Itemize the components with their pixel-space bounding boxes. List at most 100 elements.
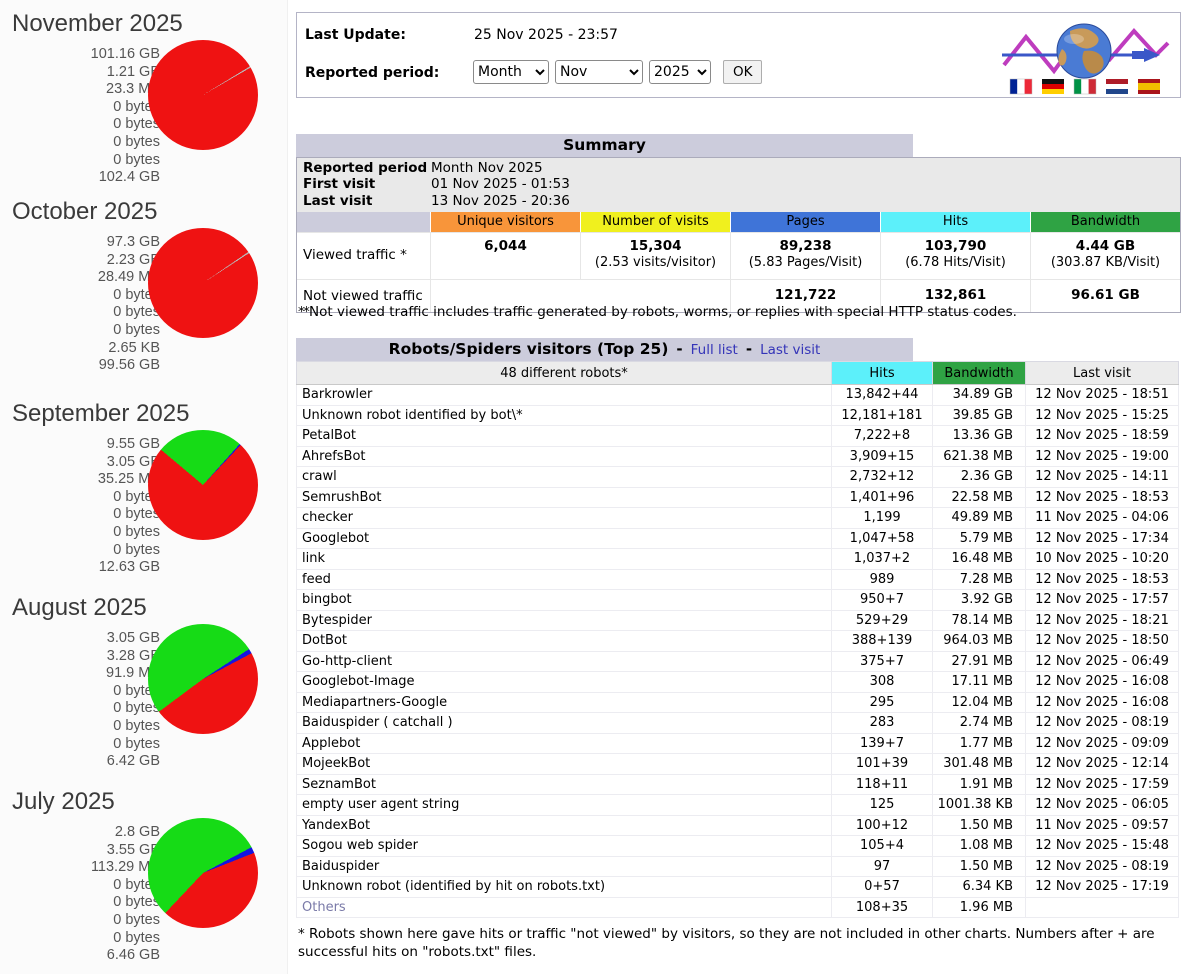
metric-ratio: (303.87 KB/Visit): [1050, 254, 1161, 270]
period-year-select[interactable]: 2025: [649, 60, 711, 84]
summary-header-row: Unique visitors Number of visits Pages Hits…: [297, 211, 1180, 232]
robot-last-visit: 12 Nov 2025 - 08:19: [1025, 712, 1179, 734]
robots-title-bar: Robots/Spiders visitors (Top 25) - Full li…: [296, 338, 913, 361]
robot-bandwidth: 1.50 MB: [932, 855, 1026, 877]
robot-bandwidth: 964.03 MB: [932, 630, 1026, 652]
bandwidth-value: 6.42 GB: [106, 753, 160, 770]
summary-column-header: Hits: [880, 211, 1030, 232]
month-pie-chart: [148, 228, 258, 338]
robot-last-visit: 12 Nov 2025 - 06:49: [1025, 650, 1179, 672]
month-title: August 2025: [12, 594, 147, 621]
table-row: feed 989 7.28 MB 12 Nov 2025 - 18:53: [296, 568, 1179, 590]
robot-name: Applebot: [296, 732, 832, 754]
month-section: August 2025 3.05 GB 3.28 GB 91.9 MB 0 bytes 0…: [0, 586, 282, 776]
table-row: Bytespider 529+29 78.14 MB 12 Nov 2025 - 18…: [296, 609, 1179, 631]
robot-bandwidth: 16.48 MB: [932, 548, 1026, 570]
summary-table: Reported period Month Nov 2025 First visit…: [296, 157, 1181, 320]
robot-name: Baiduspider ( catchall ): [296, 712, 832, 734]
summary-notviewed-cell: 132,861: [880, 279, 1030, 312]
robot-last-visit: 12 Nov 2025 - 18:50: [1025, 630, 1179, 652]
robot-hits: 118+11: [831, 773, 933, 795]
flag-germany-icon: [1042, 79, 1064, 94]
robot-hits: 100+12: [831, 814, 933, 836]
ok-button[interactable]: OK: [723, 60, 763, 84]
month-section: November 2025 101.16 GB 1.21 GB 23.3 MB 0 by…: [0, 2, 282, 192]
robot-name: Googlebot: [296, 527, 832, 549]
period-granularity-select[interactable]: Month: [473, 60, 549, 84]
bandwidth-column-header: Bandwidth: [932, 361, 1026, 385]
summary-info-line: Reported period Month Nov 2025: [297, 160, 1180, 176]
bandwidth-value: 97.3 GB: [106, 234, 160, 250]
bandwidth-value: 0 bytes: [113, 894, 160, 911]
full-list-link[interactable]: Full list: [690, 342, 738, 358]
robot-bandwidth: 621.38 MB: [932, 445, 1026, 467]
bandwidth-value: 35.25 MB: [97, 471, 160, 488]
month-section: July 2025 2.8 GB 3.55 GB 113.29 MB 0 bytes 0 …: [0, 780, 282, 970]
robot-bandwidth: 78.14 MB: [932, 609, 1026, 631]
summary-header-spacer: [297, 211, 430, 232]
last-visit-column-header: Last visit: [1025, 361, 1179, 385]
period-month-select[interactable]: Nov: [555, 60, 643, 84]
bandwidth-value: 102.4 GB: [98, 169, 160, 186]
robot-last-visit: 12 Nov 2025 - 18:53: [1025, 486, 1179, 508]
bandwidth-value: 28.49 MB: [97, 269, 160, 286]
robot-name: SeznamBot: [296, 773, 832, 795]
robots-table: 48 different robots* Hits Bandwidth Last…: [296, 361, 1179, 918]
robot-bandwidth: 13.36 GB: [932, 425, 1026, 447]
robot-hits: 0+57: [831, 876, 933, 898]
notviewed-traffic-label: Not viewed traffic *: [303, 287, 423, 320]
robot-hits: 101+39: [831, 753, 933, 775]
bandwidth-value: 0 bytes: [113, 133, 160, 150]
robot-hits: 97: [831, 855, 933, 877]
flag-spain-icon: [1138, 79, 1160, 94]
header-box: Last Update: 25 Nov 2025 - 23:57 Reporte…: [296, 12, 1181, 98]
bandwidth-value: 0 bytes: [113, 506, 160, 523]
robot-last-visit: 12 Nov 2025 - 18:51: [1025, 384, 1179, 406]
month-values: 101.16 GB 1.21 GB 23.3 MB 0 bytes 0 bytes 0 b…: [0, 46, 160, 187]
table-row: empty user agent string 125 1001.38 KB 12 N…: [296, 794, 1179, 816]
robot-name: link: [296, 548, 832, 570]
robot-name: DotBot: [296, 630, 832, 652]
bandwidth-value: 0 bytes: [113, 541, 160, 558]
metric-value: 15,304: [629, 237, 682, 254]
robot-last-visit: 12 Nov 2025 - 16:08: [1025, 691, 1179, 713]
robot-last-visit: 11 Nov 2025 - 09:57: [1025, 814, 1179, 836]
summary-viewed-row: Viewed traffic * 6,044 15,304 (2.53 visits…: [297, 231, 1180, 279]
robot-bandwidth: 49.89 MB: [932, 507, 1026, 529]
bandwidth-value: 0 bytes: [113, 98, 160, 115]
last-visit-link[interactable]: Last visit: [760, 342, 821, 358]
bandwidth-value: 0 bytes: [113, 735, 160, 752]
robot-name: Others: [296, 896, 832, 918]
table-row: Applebot 139+7 1.77 MB 12 Nov 2025 - 09:09: [296, 732, 1179, 754]
metric-value: 103,790: [924, 237, 987, 254]
robot-bandwidth: 1.77 MB: [932, 732, 1026, 754]
robot-last-visit: 12 Nov 2025 - 16:08: [1025, 671, 1179, 693]
period-controls: Month Nov 2025 OK: [473, 60, 763, 84]
robot-name: Unknown robot (identified by hit on robo…: [296, 876, 832, 898]
robot-name: empty user agent string: [296, 794, 832, 816]
month-values: 3.05 GB 3.28 GB 91.9 MB 0 bytes 0 bytes 0 byt…: [0, 630, 160, 771]
robot-name: AhrefsBot: [296, 445, 832, 467]
robot-hits: 1,401+96: [831, 486, 933, 508]
summary-info-value: Month Nov 2025: [431, 160, 543, 176]
summary-notviewed-cell: 121,722: [730, 279, 880, 312]
table-row: Baiduspider ( catchall ) 283 2.74 MB 12 Nov…: [296, 712, 1179, 734]
bandwidth-value: 3.55 GB: [106, 841, 160, 858]
robot-last-visit: 12 Nov 2025 - 15:48: [1025, 835, 1179, 857]
robot-bandwidth: 22.58 MB: [932, 486, 1026, 508]
table-row: PetalBot 7,222+8 13.36 GB 12 Nov 2025 - 18:…: [296, 425, 1179, 447]
summary-info: Reported period Month Nov 2025 First visit…: [297, 158, 1180, 212]
table-row: crawl 2,732+12 2.36 GB 12 Nov 2025 - 14:11: [296, 466, 1179, 488]
bandwidth-value: 99.56 GB: [98, 357, 160, 374]
month-pie-chart: [148, 624, 258, 734]
robot-last-visit: 11 Nov 2025 - 04:06: [1025, 507, 1179, 529]
bandwidth-value: 0 bytes: [113, 523, 160, 540]
table-row: Googlebot-Image 308 17.11 MB 12 Nov 2025 - …: [296, 671, 1179, 693]
robots-tbody: Barkrowler 13,842+44 34.89 GB 12 Nov 2025 -…: [296, 384, 1179, 918]
robot-hits: 375+7: [831, 650, 933, 672]
table-row: Unknown robot (identified by hit on robo…: [296, 876, 1179, 898]
summary-viewed-cell: 4.44 GB (303.87 KB/Visit): [1030, 232, 1180, 279]
summary-viewed-cell: 89,238 (5.83 Pages/Visit): [730, 232, 880, 279]
robot-hits: 295: [831, 691, 933, 713]
robot-name: bingbot: [296, 589, 832, 611]
